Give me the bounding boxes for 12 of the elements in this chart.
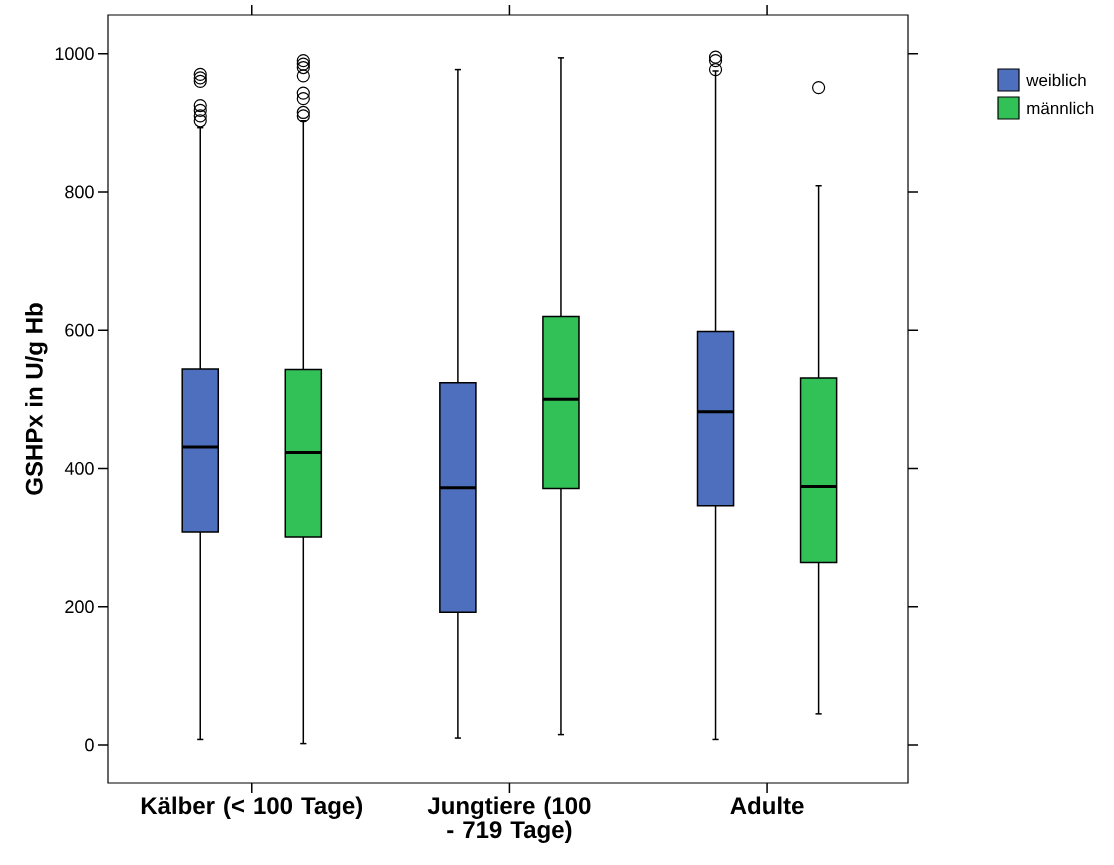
y-tick-label: 600	[65, 323, 94, 337]
x-tick-label: Adulte	[730, 796, 804, 815]
legend-label: weiblich	[1026, 73, 1086, 87]
y-axis-title: GSHPx in U/g Hb	[25, 303, 48, 495]
x-tick-label: Kälber (< 100 Tage)	[141, 796, 363, 819]
y-tick-label: 0	[85, 738, 94, 752]
y-tick-label: 800	[65, 185, 94, 199]
x-tick-label: Jungtiere (100 - 719 Tage)	[427, 796, 591, 843]
y-tick-label: 1000	[55, 47, 94, 61]
y-tick-label: 200	[65, 600, 94, 614]
y-tick-label: 400	[64, 462, 94, 475]
legend-label: männlich	[1027, 101, 1094, 115]
